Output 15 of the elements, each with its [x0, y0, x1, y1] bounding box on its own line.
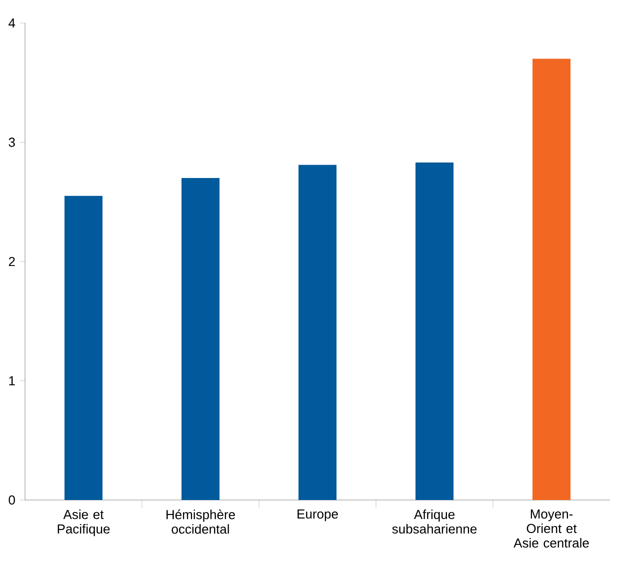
bar [298, 164, 336, 500]
y-tick-label: 4 [8, 18, 16, 28]
y-tick-label: 3 [8, 138, 15, 147]
x-tick-label: Hémisphère occidental [166, 510, 235, 534]
x-tick-label: Asie et Pacifique [58, 510, 110, 536]
bar [532, 58, 571, 500]
x-tick-label: Afrique subsaharienne [392, 510, 477, 534]
y-tick-label: 2 [8, 256, 15, 266]
y-tick-label: 0 [8, 495, 15, 505]
bar [416, 162, 454, 500]
x-tick-label: Moyen-Orient et Asie centrale [514, 510, 589, 548]
bar [182, 178, 220, 500]
bar [64, 196, 102, 500]
y-tick-label: 1 [9, 376, 15, 386]
x-tick-label: Europe [298, 510, 338, 522]
